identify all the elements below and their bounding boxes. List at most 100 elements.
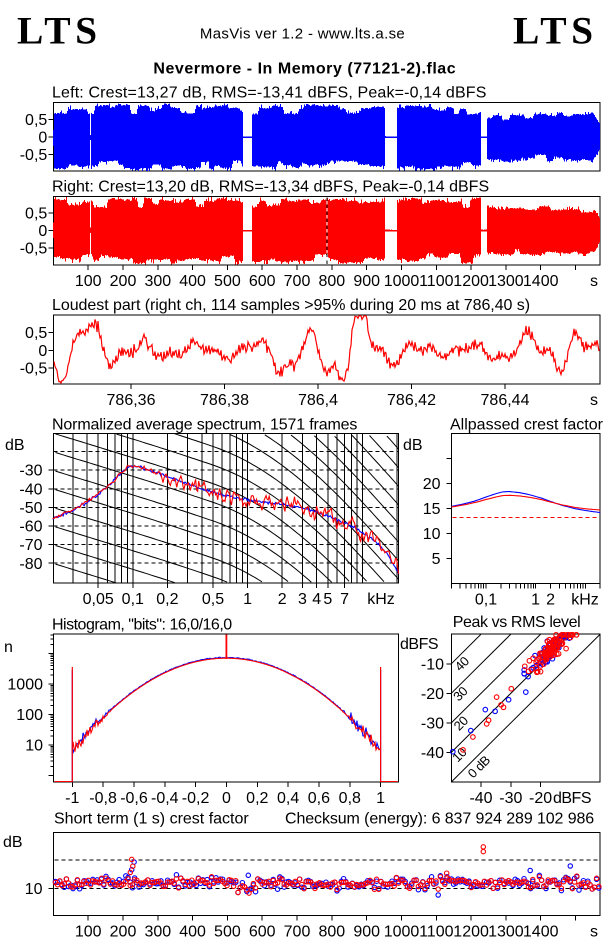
svg-text:800: 800 (318, 273, 345, 290)
svg-text:LTS: LTS (17, 8, 102, 52)
svg-text:0,2: 0,2 (246, 790, 268, 807)
svg-text:15: 15 (423, 501, 441, 518)
svg-text:-0,8: -0,8 (89, 790, 117, 807)
svg-text:0,1: 0,1 (475, 591, 497, 608)
svg-text:Peak vs RMS level: Peak vs RMS level (453, 614, 580, 631)
svg-text:Checksum (energy): 6 837 924: Checksum (energy): 6 837 924 289 102 986 (285, 811, 594, 828)
svg-text:-20: -20 (421, 686, 444, 703)
svg-text:-0,2: -0,2 (182, 790, 210, 807)
svg-text:-50: -50 (19, 500, 42, 517)
svg-text:s: s (590, 924, 598, 941)
svg-text:0: 0 (38, 130, 47, 147)
svg-text:5: 5 (432, 551, 441, 568)
svg-text:dB: dB (403, 437, 423, 454)
svg-text:1100: 1100 (419, 924, 454, 941)
svg-text:-60: -60 (19, 519, 42, 536)
svg-text:dBFS: dBFS (400, 636, 438, 653)
svg-text:4: 4 (312, 591, 321, 608)
svg-text:400: 400 (179, 273, 206, 290)
svg-text:0,05: 0,05 (83, 591, 114, 608)
svg-text:1200: 1200 (453, 273, 489, 290)
svg-text:10: 10 (423, 526, 441, 543)
svg-text:-70: -70 (19, 537, 42, 554)
svg-text:1000: 1000 (384, 924, 420, 941)
svg-text:400: 400 (179, 924, 206, 941)
svg-text:500: 500 (214, 924, 241, 941)
svg-text:0,5: 0,5 (202, 591, 224, 608)
svg-text:-40: -40 (19, 481, 42, 498)
svg-text:1: 1 (531, 591, 540, 608)
svg-text:dB: dB (5, 437, 25, 454)
svg-text:MasVis ver 1.2 - www.lts.a.se: MasVis ver 1.2 - www.lts.a.se (200, 26, 405, 43)
svg-text:1: 1 (243, 591, 252, 608)
svg-text:500: 500 (214, 273, 241, 290)
svg-text:Right: Crest=13,20 dB, RMS=-13: Right: Crest=13,20 dB, RMS=-13,34 dBFS, … (52, 179, 489, 196)
svg-text:kHz: kHz (571, 591, 599, 608)
svg-text:Nevermore - In Memory (77121-2: Nevermore - In Memory (77121-2).flac (153, 61, 456, 78)
svg-text:-20: -20 (529, 790, 552, 807)
svg-text:0,4: 0,4 (277, 790, 299, 807)
svg-text:-1: -1 (65, 790, 79, 807)
svg-text:0: 0 (38, 343, 47, 360)
svg-text:kHz: kHz (367, 591, 395, 608)
svg-text:Loudest part (right ch, 114 sa: Loudest part (right ch, 114 samples >95%… (52, 297, 530, 314)
svg-text:-30: -30 (421, 715, 444, 732)
svg-text:10: 10 (25, 881, 43, 898)
svg-text:2: 2 (546, 591, 555, 608)
svg-text:700: 700 (284, 924, 311, 941)
svg-text:-0,5: -0,5 (20, 147, 48, 164)
svg-text:0,2: 0,2 (156, 591, 178, 608)
svg-text:-10: -10 (421, 656, 444, 673)
svg-text:30: 30 (450, 684, 470, 704)
svg-text:5: 5 (323, 591, 332, 608)
svg-text:0,6: 0,6 (308, 790, 330, 807)
svg-text:1400: 1400 (523, 273, 559, 290)
svg-text:s: s (590, 273, 598, 290)
svg-text:3: 3 (298, 591, 307, 608)
svg-text:1400: 1400 (523, 924, 559, 941)
svg-text:0,5: 0,5 (25, 325, 47, 342)
svg-text:800: 800 (318, 924, 345, 941)
svg-text:1200: 1200 (453, 924, 489, 941)
svg-text:dB: dB (3, 834, 23, 851)
svg-text:Normalized average spectrum, 1: Normalized average spectrum, 1571 frames (52, 417, 357, 434)
svg-text:-0,4: -0,4 (151, 790, 179, 807)
svg-text:100: 100 (75, 924, 102, 941)
svg-text:300: 300 (144, 924, 171, 941)
svg-text:0 dB: 0 dB (465, 753, 493, 781)
svg-text:786,44: 786,44 (481, 392, 530, 409)
svg-text:Left: Crest=13,27 dB, RMS=-13,: Left: Crest=13,27 dB, RMS=-13,41 dBFS, P… (52, 85, 487, 102)
svg-text:40: 40 (452, 654, 472, 674)
svg-text:200: 200 (110, 924, 137, 941)
svg-text:1100: 1100 (419, 273, 454, 290)
svg-text:0: 0 (38, 223, 47, 240)
svg-text:Allpassed crest factor: Allpassed crest factor (450, 417, 604, 434)
svg-text:786,38: 786,38 (200, 392, 249, 409)
svg-text:2: 2 (278, 591, 287, 608)
svg-text:n: n (4, 639, 13, 656)
svg-text:-0,5: -0,5 (20, 241, 48, 258)
svg-text:-0,6: -0,6 (120, 790, 148, 807)
svg-text:-30: -30 (499, 790, 522, 807)
svg-text:1: 1 (376, 790, 385, 807)
svg-text:1000: 1000 (384, 273, 420, 290)
svg-text:LTS: LTS (513, 8, 598, 52)
svg-text:0: 0 (222, 790, 231, 807)
svg-text:786,42: 786,42 (387, 392, 436, 409)
svg-text:Histogram, "bits": 16,0/16,0: Histogram, "bits": 16,0/16,0 (52, 617, 232, 634)
svg-text:-80: -80 (19, 556, 42, 573)
svg-text:-0,5: -0,5 (20, 361, 48, 378)
svg-text:786,4: 786,4 (298, 392, 338, 409)
svg-text:100: 100 (16, 707, 43, 724)
svg-text:0,8: 0,8 (339, 790, 361, 807)
svg-text:1300: 1300 (488, 273, 524, 290)
svg-text:7: 7 (340, 591, 349, 608)
svg-text:10: 10 (25, 738, 43, 755)
svg-text:s: s (590, 392, 598, 409)
svg-text:100: 100 (75, 273, 102, 290)
svg-text:786,36: 786,36 (107, 392, 156, 409)
svg-text:Short term (1 s) crest factor: Short term (1 s) crest factor (54, 811, 249, 828)
svg-text:-40: -40 (421, 745, 444, 762)
svg-text:1300: 1300 (488, 924, 524, 941)
svg-text:0,5: 0,5 (25, 206, 47, 223)
